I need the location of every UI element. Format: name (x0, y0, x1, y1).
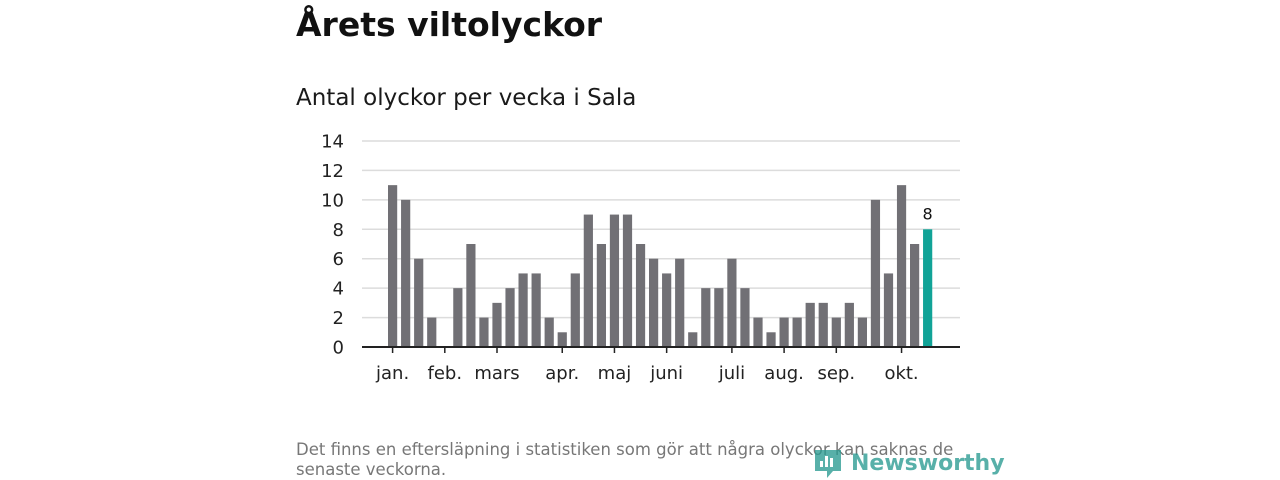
y-tick-label: 6 (333, 249, 344, 270)
bar (649, 258, 659, 347)
grid-lines (362, 140, 960, 319)
bar (753, 317, 763, 347)
bar (896, 185, 907, 347)
y-tick-label: 14 (321, 132, 344, 153)
bar-value-label: 8 (923, 204, 933, 223)
x-tick-label: okt. (884, 363, 918, 384)
bar (609, 214, 620, 347)
bar (831, 317, 841, 347)
brand-name: Newsworthy (851, 450, 1005, 476)
bar (910, 244, 920, 347)
y-axis-ticks: 0 2 4 6 8 10 12 14 (321, 132, 344, 359)
bar (714, 288, 724, 347)
bar-chart: 0 2 4 6 8 10 12 14 8 jan. feb. mars apr. maj juni jul… (321, 132, 960, 384)
bar (531, 273, 541, 347)
x-tick-label: juni (649, 363, 683, 384)
x-tick-label: mars (474, 363, 519, 384)
bar (401, 199, 411, 347)
x-tick-label: feb. (428, 363, 463, 384)
bar (414, 258, 424, 347)
footnote: Det finns en eftersläpning i statistiken… (296, 440, 954, 479)
bar (818, 302, 828, 347)
newsworthy-logo: Newsworthy (813, 446, 1005, 480)
y-tick-label: 4 (333, 279, 344, 300)
bars: 8 (388, 185, 933, 347)
bar (518, 273, 528, 347)
bar (479, 317, 489, 347)
bar (805, 302, 815, 347)
bar (544, 317, 554, 347)
bar (701, 288, 711, 347)
bar (727, 258, 737, 347)
bar-highlight (923, 229, 933, 347)
page-title: Årets viltolyckor (296, 5, 603, 44)
bar (675, 258, 685, 347)
bar (635, 244, 646, 347)
bar (844, 302, 854, 347)
y-tick-label: 2 (333, 308, 344, 329)
bar (792, 317, 802, 347)
y-tick-label: 10 (321, 190, 344, 211)
bar (492, 302, 502, 347)
bar (388, 185, 398, 347)
bar (505, 288, 515, 347)
bar (453, 288, 463, 347)
y-tick-label: 0 (333, 338, 344, 359)
x-tick-label: sep. (817, 363, 855, 384)
newsworthy-logo-icon (815, 450, 841, 478)
x-tick-label: aug. (764, 363, 804, 384)
bar (688, 332, 698, 347)
bar (662, 273, 672, 347)
bar (570, 273, 580, 347)
x-axis-ticks: jan. feb. mars apr. maj juni juli aug. sep. okt. (375, 347, 919, 384)
bar (557, 332, 567, 347)
bar (427, 317, 437, 347)
x-tick-label: jan. (375, 363, 409, 384)
bar (740, 288, 750, 347)
y-tick-label: 12 (321, 161, 344, 182)
y-tick-label: 8 (333, 220, 344, 241)
bar (596, 244, 606, 347)
bar (883, 273, 894, 347)
bar (870, 199, 881, 347)
bar (857, 317, 867, 347)
x-tick-label: juli (718, 363, 745, 384)
bar (779, 317, 789, 347)
x-tick-label: apr. (545, 363, 579, 384)
bar (583, 214, 593, 347)
bar (766, 332, 776, 347)
bar (466, 244, 476, 347)
bar (622, 214, 633, 347)
x-tick-label: maj (598, 363, 632, 384)
chart-subtitle: Antal olyckor per vecka i Sala (296, 85, 637, 111)
